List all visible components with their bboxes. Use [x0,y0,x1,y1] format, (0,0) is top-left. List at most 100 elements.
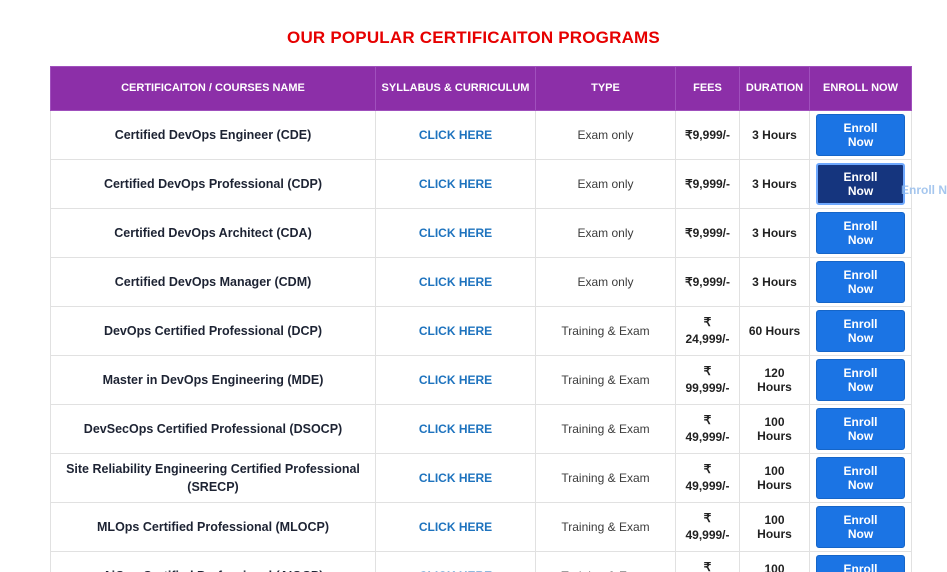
course-name: Master in DevOps Engineering (MDE) [50,355,376,405]
syllabus-click-here-link[interactable]: CLICK HERE [418,373,493,387]
enroll-now-button[interactable]: Enroll Now [816,310,905,352]
table-row: AiOps Certified Professional (AIOCP) CLI… [50,551,912,572]
syllabus-cell: CLICK HERE [375,355,536,405]
table-row: Master in DevOps Engineering (MDE) CLICK… [50,355,912,405]
enroll-cell: Enroll Now [809,306,912,356]
enroll-cell: Enroll Now [809,208,912,258]
certification-programs-table: CERTIFICAITON / COURSES NAME SYLLABUS & … [50,66,912,572]
syllabus-cell: CLICK HERE [375,404,536,454]
course-duration: 100 Hours [739,453,810,503]
syllabus-click-here-link[interactable]: CLICK HERE [418,471,493,485]
syllabus-cell: CLICK HERE [375,551,536,572]
column-header-type: TYPE [535,66,676,111]
syllabus-cell: CLICK HERE [375,257,536,307]
table-header: CERTIFICAITON / COURSES NAME SYLLABUS & … [50,66,912,111]
course-duration: 100 Hours [739,404,810,454]
course-name: DevSecOps Certified Professional (DSOCP) [50,404,376,454]
enroll-cell: Enroll Now [809,404,912,454]
course-duration: 3 Hours [739,110,810,160]
enroll-now-button[interactable]: Enroll Now [816,408,905,450]
certification-table-wrapper: CERTIFICAITON / COURSES NAME SYLLABUS & … [50,66,912,572]
table-row: DevSecOps Certified Professional (DSOCP)… [50,404,912,454]
syllabus-click-here-link[interactable]: CLICK HERE [418,520,493,534]
syllabus-click-here-link[interactable]: CLICK HERE [418,324,493,338]
course-duration: 100 Hours [739,502,810,552]
page-title: OUR POPULAR CERTIFICAITON PROGRAMS [287,28,660,47]
syllabus-cell: CLICK HERE [375,110,536,160]
course-type: Training & Exam [535,404,676,454]
course-duration: 100 Hours [739,551,810,572]
syllabus-cell: CLICK HERE [375,453,536,503]
course-duration: 60 Hours [739,306,810,356]
column-header-duration: DURATION [739,66,810,111]
course-name: MLOps Certified Professional (MLOCP) [50,502,376,552]
table-row: Certified DevOps Architect (CDA) CLICK H… [50,208,912,258]
enroll-now-button[interactable]: Enroll Now [816,457,905,499]
column-header-courses-name: CERTIFICAITON / COURSES NAME [50,66,376,111]
syllabus-click-here-link[interactable]: CLICK HERE [418,177,493,191]
table-row: MLOps Certified Professional (MLOCP) CLI… [50,502,912,552]
syllabus-cell: CLICK HERE [375,208,536,258]
table-row: Certified DevOps Engineer (CDE) CLICK HE… [50,110,912,160]
course-name: DevOps Certified Professional (DCP) [50,306,376,356]
course-type: Exam only [535,159,676,209]
enroll-cell: Enroll Now [809,502,912,552]
ghost-enroll-artifact: Enroll Now [901,183,947,197]
course-fees: ₹ 24,999/- [675,306,740,356]
enroll-now-button[interactable]: Enroll Now [816,261,905,303]
course-name: AiOps Certified Professional (AIOCP) [50,551,376,572]
enroll-now-button[interactable]: Enroll Now [816,359,905,401]
enroll-now-button[interactable]: Enroll Now [816,163,905,205]
syllabus-cell: CLICK HERE [375,502,536,552]
enroll-cell: Enroll Now [809,257,912,307]
course-fees: ₹ 49,999/- [675,404,740,454]
table-row: Certified DevOps Professional (CDP) CLIC… [50,159,912,209]
enroll-now-button[interactable]: Enroll Now [816,114,905,156]
course-duration: 3 Hours [739,159,810,209]
syllabus-click-here-link[interactable]: CLICK HERE [418,422,493,436]
course-duration: 3 Hours [739,257,810,307]
course-duration: 3 Hours [739,208,810,258]
course-name: Certified DevOps Manager (CDM) [50,257,376,307]
course-name: Site Reliability Engineering Certified P… [50,453,376,503]
course-fees: ₹ 99,999/- [675,355,740,405]
course-fees: ₹ 49,999/- [675,453,740,503]
course-name: Certified DevOps Engineer (CDE) [50,110,376,160]
course-type: Training & Exam [535,306,676,356]
table-row: Certified DevOps Manager (CDM) CLICK HER… [50,257,912,307]
course-duration: 120 Hours [739,355,810,405]
syllabus-cell: CLICK HERE [375,306,536,356]
course-type: Training & Exam [535,551,676,572]
course-type: Training & Exam [535,502,676,552]
syllabus-click-here-link[interactable]: CLICK HERE [418,128,493,142]
course-type: Exam only [535,208,676,258]
enroll-cell: Enroll Now [809,355,912,405]
enroll-now-button[interactable]: Enroll Now [816,212,905,254]
table-body: Certified DevOps Engineer (CDE) CLICK HE… [50,110,912,572]
enroll-cell: Enroll Now [809,453,912,503]
course-name: Certified DevOps Professional (CDP) [50,159,376,209]
course-type: Training & Exam [535,355,676,405]
enroll-cell: Enroll Now [809,110,912,160]
syllabus-cell: CLICK HERE [375,159,536,209]
column-header-enroll-now: ENROLL NOW [809,66,912,111]
enroll-cell: Enroll Now [809,551,912,572]
enroll-now-button[interactable]: Enroll Now [816,555,905,572]
course-fees: ₹ 49,999/- [675,551,740,572]
table-row: Site Reliability Engineering Certified P… [50,453,912,503]
course-fees: ₹ 49,999/- [675,502,740,552]
enroll-now-button[interactable]: Enroll Now [816,506,905,548]
course-name: Certified DevOps Architect (CDA) [50,208,376,258]
course-type: Training & Exam [535,453,676,503]
course-fees: ₹9,999/- [675,159,740,209]
course-type: Exam only [535,257,676,307]
course-fees: ₹9,999/- [675,110,740,160]
syllabus-click-here-link[interactable]: CLICK HERE [418,275,493,289]
column-header-fees: FEES [675,66,740,111]
syllabus-click-here-link[interactable]: CLICK HERE [419,569,492,572]
enroll-cell: Enroll Now [809,159,912,209]
syllabus-click-here-link[interactable]: CLICK HERE [418,226,493,240]
course-fees: ₹9,999/- [675,208,740,258]
course-type: Exam only [535,110,676,160]
column-header-syllabus: SYLLABUS & CURRICULUM [375,66,536,111]
